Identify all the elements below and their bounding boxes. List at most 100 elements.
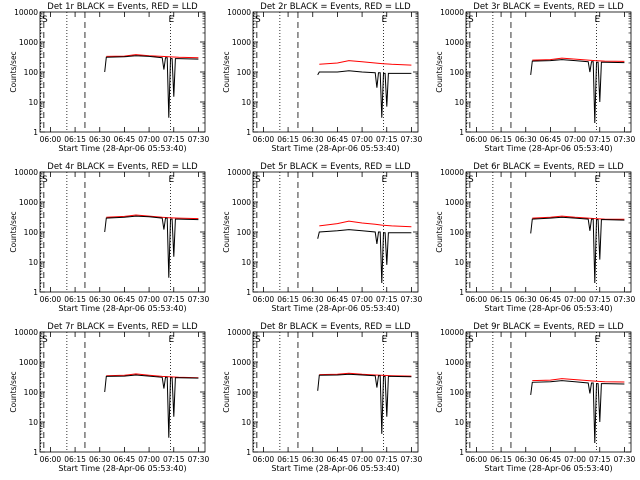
x-tick-label: 07:00 [138,455,160,464]
y-tick-label: 10000 [440,8,464,17]
series-line-lld [532,378,625,383]
y-tick-label: 1000 [232,38,251,47]
panel-det-9: Det 9r BLACK = Events, RED = LLD S E 1 10 100… [435,322,635,473]
x-tick-label: 07:15 [589,295,611,304]
panel-title: Det 5r BLACK = Events, RED = LLD [260,162,411,172]
panel-title: Det 4r BLACK = Events, RED = LLD [47,162,198,172]
y-tick-label: 10000 [440,168,464,177]
marker-start: S [42,175,48,185]
x-tick-label: 06:30 [89,455,111,464]
y-tick-label: 10 [241,418,251,427]
x-tick-label: 06:00 [40,295,62,304]
panel-det-6: Det 6r BLACK = Events, RED = LLD S E 1 10 100… [435,162,635,313]
series-line-events [104,215,199,278]
series-line-events [530,59,625,124]
x-tick-label: 06:15 [277,135,299,144]
x-tick-label: 06:00 [466,135,488,144]
marker-start: S [42,15,48,25]
x-tick-label: 06:45 [114,135,136,144]
x-tick-label: 06:45 [114,455,136,464]
x-tick-label: 07:00 [564,135,586,144]
x-axis-label: Start Time (28-Apr-06 05:53:40) [58,304,186,313]
panel-det-3: Det 3r BLACK = Events, RED = LLD S E 1 10 100… [435,2,635,153]
x-tick-label: 06:15 [277,295,299,304]
y-axis-label: Counts/sec [222,371,231,412]
x-tick-label: 06:15 [64,295,86,304]
x-tick-label: 06:45 [540,135,562,144]
x-tick-label: 07:00 [564,455,586,464]
marker-start: S [468,175,474,185]
series-line-lld [106,214,199,220]
y-tick-label: 1000 [19,38,38,47]
panel-det-1: Det 1r BLACK = Events, RED = LLD S E 1 10 100… [9,2,209,153]
x-tick-label: 07:00 [138,295,160,304]
x-tick-label: 06:15 [277,455,299,464]
panel-det-5: Det 5r BLACK = Events, RED = LLD S E 1 10 100… [222,162,422,313]
x-tick-label: 06:30 [302,455,324,464]
x-tick-label: 06:30 [515,295,537,304]
x-tick-label: 06:15 [64,455,86,464]
y-tick-label: 10 [241,98,251,107]
x-tick-label: 07:30 [401,455,423,464]
x-tick-label: 07:30 [614,455,636,464]
y-tick-label: 10 [454,98,464,107]
series-line-events [317,229,412,284]
y-tick-label: 1 [459,288,464,297]
panel-title: Det 8r BLACK = Events, RED = LLD [260,322,411,332]
y-tick-label: 10 [28,418,38,427]
series-line-lld [319,220,412,228]
plot-frame [465,171,632,293]
y-tick-label: 1 [246,448,251,457]
x-tick-label: 06:30 [89,135,111,144]
marker-end: E [381,335,387,345]
y-tick-label: 1000 [19,358,38,367]
y-tick-label: 10000 [227,168,251,177]
x-tick-label: 06:30 [302,135,324,144]
y-tick-label: 100 [24,228,39,237]
y-tick-label: 1 [459,128,464,137]
x-axis-label: Start Time (28-Apr-06 05:53:40) [484,304,612,313]
panel-title: Det 9r BLACK = Events, RED = LLD [473,322,624,332]
y-tick-label: 1 [246,288,251,297]
marker-start: S [255,175,261,185]
y-tick-label: 1 [33,448,38,457]
x-tick-label: 06:30 [515,455,537,464]
x-tick-label: 06:15 [490,135,512,144]
x-tick-label: 07:00 [351,455,373,464]
panel-title: Det 6r BLACK = Events, RED = LLD [473,162,624,172]
y-tick-label: 100 [450,228,465,237]
x-tick-label: 07:30 [614,295,636,304]
x-axis-label: Start Time (28-Apr-06 05:53:40) [484,144,612,153]
y-tick-label: 1 [33,288,38,297]
y-tick-label: 100 [237,68,252,77]
x-tick-label: 07:15 [163,295,185,304]
y-axis-label: Counts/sec [435,51,444,92]
x-axis-label: Start Time (28-Apr-06 05:53:40) [484,464,612,473]
series-line-events [317,373,412,434]
y-tick-label: 10 [28,98,38,107]
marker-end: E [168,175,174,185]
marker-end: E [594,175,600,185]
x-tick-label: 07:15 [376,295,398,304]
x-tick-label: 06:00 [253,455,275,464]
x-tick-label: 06:30 [89,295,111,304]
x-tick-label: 07:30 [188,455,210,464]
y-axis-label: Counts/sec [435,371,444,412]
series-line-events [530,216,625,284]
y-tick-label: 100 [450,68,465,77]
series-line-events [317,70,412,118]
panel-det-8: Det 8r BLACK = Events, RED = LLD S E 1 10 100… [222,322,422,473]
plot-frame [39,11,206,133]
y-tick-label: 10 [454,418,464,427]
panel-det-4: Det 4r BLACK = Events, RED = LLD S E 1 10 100… [9,162,209,313]
x-tick-label: 07:30 [401,135,423,144]
y-axis-label: Counts/sec [9,211,18,252]
x-tick-label: 06:15 [490,295,512,304]
y-tick-label: 1000 [445,358,464,367]
y-tick-label: 1000 [232,358,251,367]
x-tick-label: 07:30 [614,135,636,144]
plot-frame [252,331,419,453]
x-axis-label: Start Time (28-Apr-06 05:53:40) [271,464,399,473]
x-tick-label: 06:00 [40,455,62,464]
